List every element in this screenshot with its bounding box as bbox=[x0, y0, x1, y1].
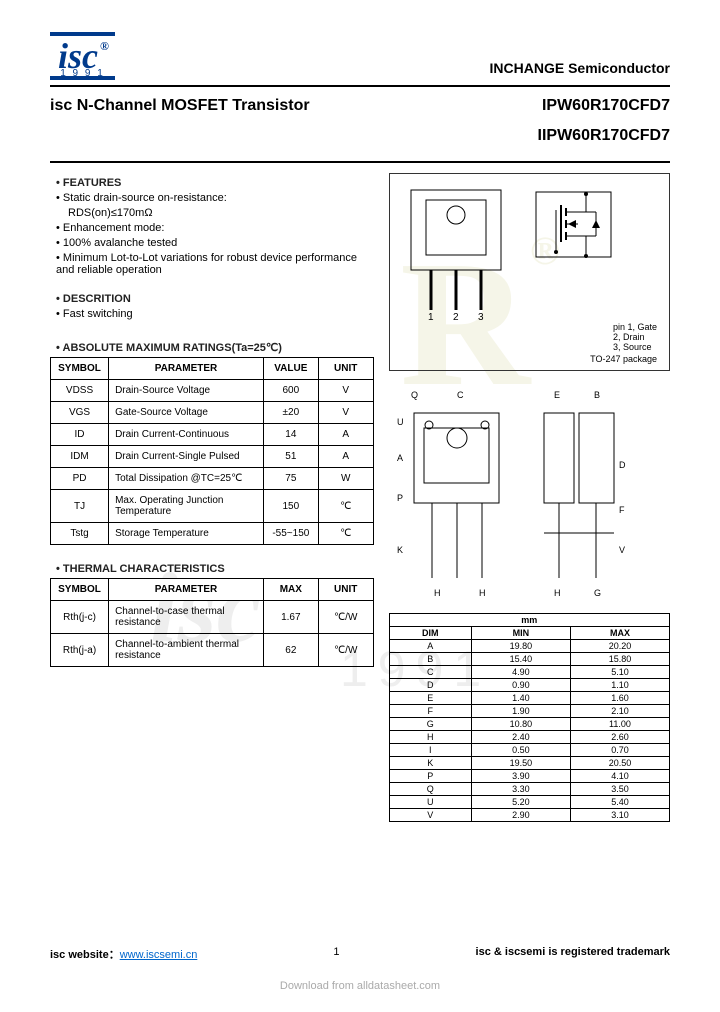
svg-text:H: H bbox=[554, 588, 561, 598]
svg-text:C: C bbox=[457, 390, 464, 400]
svg-text:Q: Q bbox=[411, 390, 418, 400]
feature-item: 100% avalanche tested bbox=[56, 237, 374, 249]
svg-text:3: 3 bbox=[478, 312, 484, 320]
svg-text:H: H bbox=[479, 588, 486, 598]
company-name: INCHANGE Semiconductor bbox=[490, 60, 670, 76]
feature-item: Minimum Lot-to-Lot variations for robust… bbox=[56, 252, 374, 276]
description-item: Fast switching bbox=[56, 308, 374, 320]
svg-text:1: 1 bbox=[428, 312, 434, 320]
thermal-heading: THERMAL CHARACTERISTICS bbox=[56, 563, 374, 575]
feature-rds: RDS(on)≤170mΩ bbox=[68, 207, 374, 219]
description-heading: DESCRITION bbox=[56, 293, 374, 305]
absmax-table: SYMBOL PARAMETER VALUE UNIT VDSSDrain-So… bbox=[50, 357, 374, 545]
svg-text:G: G bbox=[594, 588, 601, 598]
svg-text:E: E bbox=[554, 390, 560, 400]
divider bbox=[50, 85, 670, 87]
svg-text:A: A bbox=[397, 453, 403, 463]
mechanical-drawing: Q C U A P K H H E B D F V H G bbox=[389, 383, 634, 603]
svg-text:B: B bbox=[594, 390, 600, 400]
svg-text:D: D bbox=[619, 460, 626, 470]
svg-text:U: U bbox=[397, 417, 404, 427]
divider bbox=[50, 161, 670, 163]
footer: isc website：www.iscsemi.cn 1 isc & iscse… bbox=[50, 946, 670, 962]
thermal-table: SYMBOL PARAMETER MAX UNIT Rth(j-c)Channe… bbox=[50, 578, 374, 667]
absmax-heading: ABSOLUTE MAXIMUM RATINGS(Ta=25℃) bbox=[56, 341, 374, 354]
svg-text:F: F bbox=[619, 505, 625, 515]
website-link[interactable]: www.iscsemi.cn bbox=[120, 949, 198, 961]
feature-item: Static drain-source on-resistance: bbox=[56, 192, 374, 204]
feature-item: Enhancement mode: bbox=[56, 222, 374, 234]
part-numbers: IPW60R170CFD7 IIPW60R170CFD7 bbox=[538, 97, 671, 157]
svg-text:P: P bbox=[397, 493, 403, 503]
download-text: Download from alldatasheet.com bbox=[0, 980, 720, 992]
svg-text:V: V bbox=[619, 545, 625, 555]
package-diagram: 1 2 3 bbox=[389, 173, 670, 371]
logo: isc® 1 9 9 1 bbox=[50, 40, 115, 79]
features-heading: FEATURES bbox=[56, 177, 374, 189]
package-svg: 1 2 3 bbox=[396, 180, 626, 320]
product-title: isc N-Channel MOSFET Transistor bbox=[50, 97, 310, 115]
svg-text:H: H bbox=[434, 588, 441, 598]
svg-text:K: K bbox=[397, 545, 403, 555]
dimensions-table: mm DIMMINMAX A19.8020.20B15.4015.80C4.90… bbox=[389, 613, 670, 822]
svg-text:2: 2 bbox=[453, 312, 459, 320]
